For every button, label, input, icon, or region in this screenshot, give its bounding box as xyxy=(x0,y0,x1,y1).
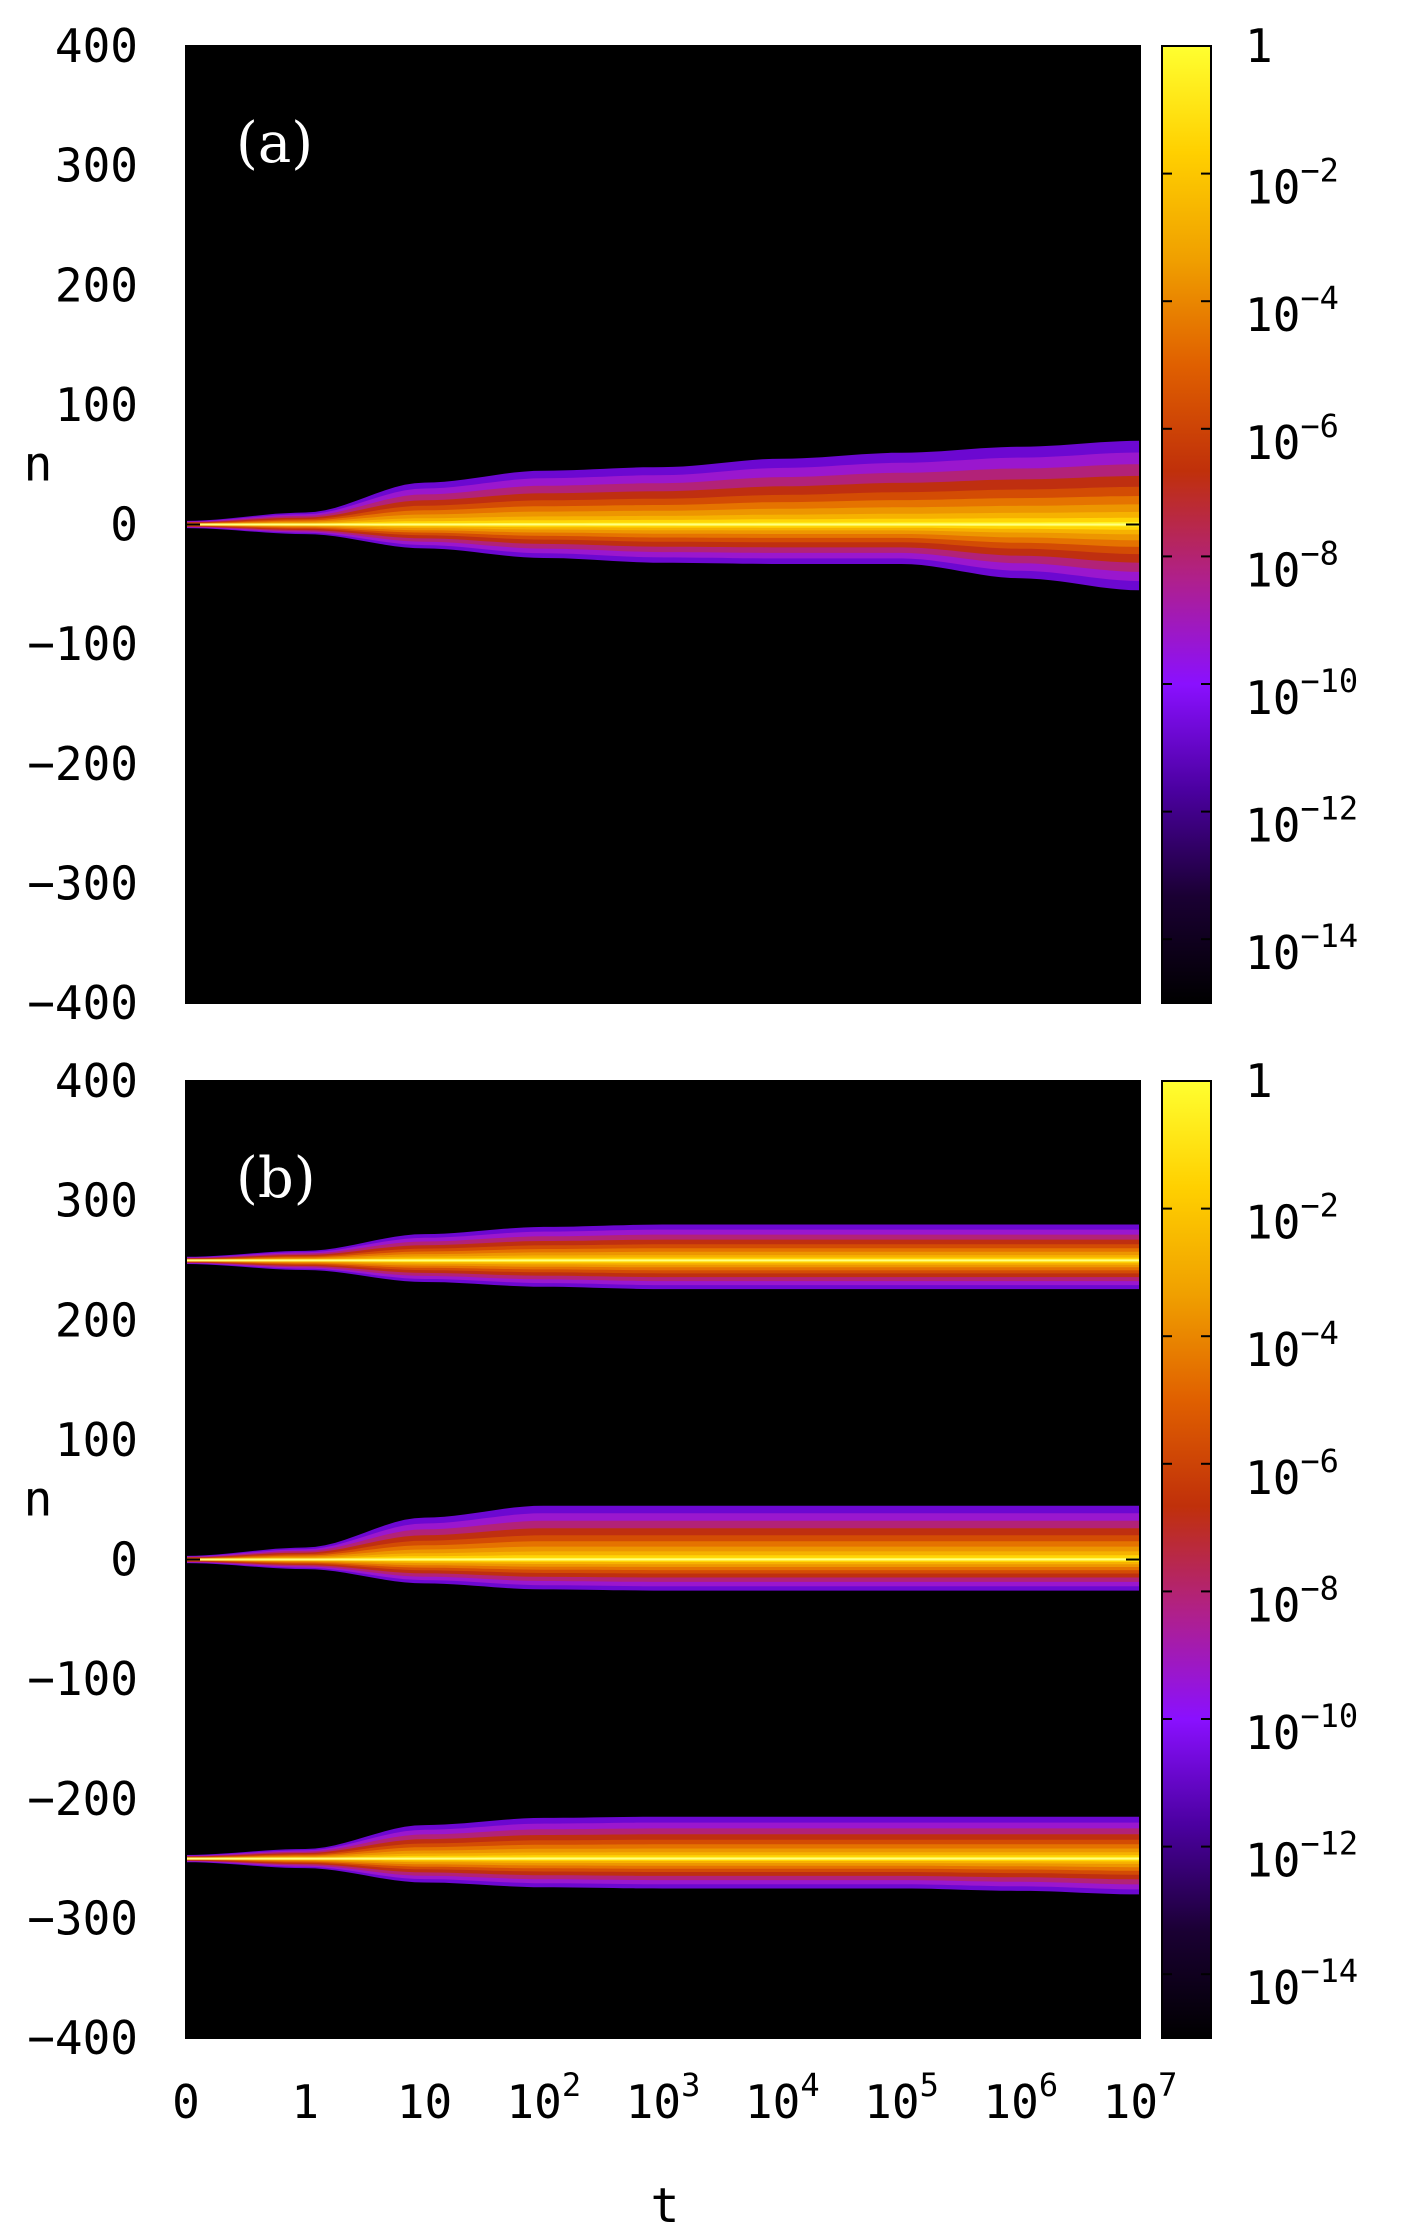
colorbar-label: 10−4 xyxy=(1245,1314,1339,1377)
colorbar-label: 10−10 xyxy=(1245,662,1358,725)
y-tick-label: −200 xyxy=(27,737,138,791)
x-tick-label: 10 xyxy=(397,2075,452,2129)
y-tick-label: −100 xyxy=(27,1652,138,1706)
x-tick-label: 1 xyxy=(291,2075,319,2129)
y-tick-label: 300 xyxy=(55,139,138,193)
y-tick-label: −400 xyxy=(27,976,138,1030)
wavepacket xyxy=(186,1224,1140,1290)
y-tick-label: 200 xyxy=(55,258,138,312)
colorbar-label: 10−2 xyxy=(1245,152,1339,215)
colorbar-label: 10−4 xyxy=(1245,279,1339,342)
colorbar-label: 10−6 xyxy=(1245,1442,1339,1505)
x-tick-label: 105 xyxy=(864,2066,939,2129)
y-tick-label: 400 xyxy=(55,1054,138,1108)
y-tick-label: 300 xyxy=(55,1174,138,1228)
wavepacket xyxy=(186,1505,1140,1591)
x-tick-label: 102 xyxy=(506,2066,581,2129)
x-tick-label: 0 xyxy=(172,2075,200,2129)
colorbar-label: 1 xyxy=(1245,19,1273,73)
y-axis-label: n xyxy=(24,1472,53,1528)
y-tick-label: 0 xyxy=(110,1533,138,1587)
colorbar: 1 10−2 10−4 10−6 10−8 10−10 10−12 10−14 xyxy=(1161,19,1358,1004)
x-tick-label: 107 xyxy=(1103,2066,1178,2129)
y-tick-label: −300 xyxy=(27,1891,138,1945)
y-tick-label: −400 xyxy=(27,2011,138,2065)
panel-label: (a) xyxy=(236,111,313,176)
y-tick-label: 100 xyxy=(55,378,138,432)
colorbar-gradient xyxy=(1161,45,1212,1004)
x-tick-label: 103 xyxy=(626,2066,701,2129)
y-tick-label: 400 xyxy=(55,19,138,73)
colorbar-label: 1 xyxy=(1245,1054,1273,1108)
y-tick-label: 0 xyxy=(110,498,138,552)
colorbar-label: 10−14 xyxy=(1245,1952,1358,2015)
y-tick-label: −100 xyxy=(27,617,138,671)
colorbar-label: 10−8 xyxy=(1245,1569,1339,1632)
wavepacket xyxy=(186,1816,1140,1895)
y-tick-label: 200 xyxy=(55,1293,138,1347)
colorbar-label: 10−10 xyxy=(1245,1697,1358,1760)
x-tick-label: 104 xyxy=(745,2066,820,2129)
colorbar-label: 10−12 xyxy=(1245,1825,1358,1888)
colorbar-label: 10−6 xyxy=(1245,407,1339,470)
colorbar-label: 10−14 xyxy=(1245,917,1358,980)
colorbar-gradient xyxy=(1161,1080,1212,2039)
x-axis-label: t xyxy=(651,2178,680,2234)
panel-a: 400 300 200 100 0 −100 −200 −300 −400 n (a) 1 10−2 10… xyxy=(24,19,1359,1030)
panel-b: 4003002001000−100−200−300−400n(b)110−210… xyxy=(24,1054,1359,2129)
wavepacket xyxy=(186,440,1140,591)
colorbar-label: 10−8 xyxy=(1245,534,1339,597)
y-tick-label: −300 xyxy=(27,856,138,910)
colorbar-label: 10−12 xyxy=(1245,790,1358,853)
y-axis-label: n xyxy=(24,437,53,493)
y-tick-label: −200 xyxy=(27,1772,138,1826)
colorbar-label: 10−2 xyxy=(1245,1187,1339,1250)
panel-label: (b) xyxy=(236,1146,316,1211)
colorbar: 1 10−2 10−4 10−6 10−8 10−10 10−12 10−14 xyxy=(1161,1054,1358,2039)
x-tick-label: 106 xyxy=(983,2066,1058,2129)
y-tick-label: 100 xyxy=(55,1413,138,1467)
